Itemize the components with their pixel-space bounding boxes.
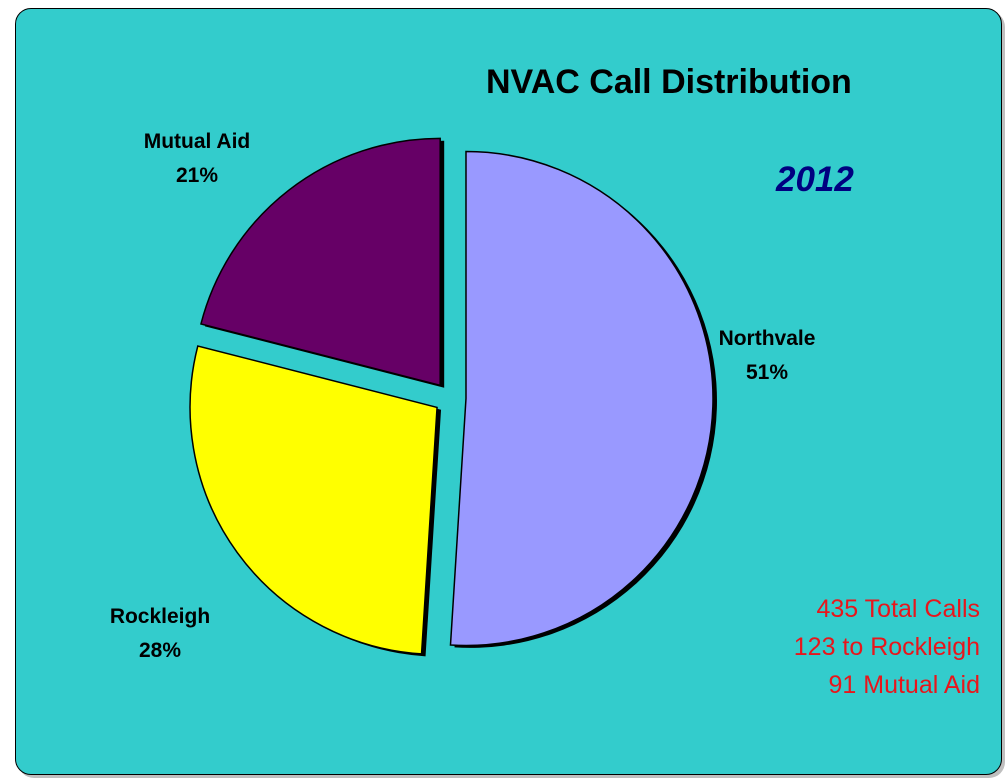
mutual-aid-calls-text: 91 Mutual Aid <box>828 671 981 699</box>
slice-northvale <box>449 150 714 647</box>
slice-name: Northvale <box>718 327 816 350</box>
slice-percent: 21% <box>175 164 219 187</box>
slice-mutual-aid <box>200 137 441 387</box>
slice-percent: 28% <box>138 639 182 662</box>
slice-name: Rockleigh <box>109 605 211 628</box>
slice-name: Mutual Aid <box>143 130 251 153</box>
chart-subtitle: 2012 <box>776 160 854 199</box>
slice-label-rockleigh: Rockleigh 28% <box>75 600 245 668</box>
slice-percent: 51% <box>745 361 789 384</box>
call-stats-annotation: 435 Total Calls 123 to Rockleigh 91 Mutu… <box>794 590 980 704</box>
slice-rockleigh <box>189 345 438 655</box>
slice-label-mutual-aid: Mutual Aid 21% <box>112 125 282 193</box>
chart-title: NVAC Call Distribution <box>486 63 852 101</box>
total-calls-text: 435 Total Calls <box>816 595 980 623</box>
rockleigh-calls-text: 123 to Rockleigh <box>793 633 980 661</box>
slice-label-northvale: Northvale 51% <box>682 322 852 390</box>
